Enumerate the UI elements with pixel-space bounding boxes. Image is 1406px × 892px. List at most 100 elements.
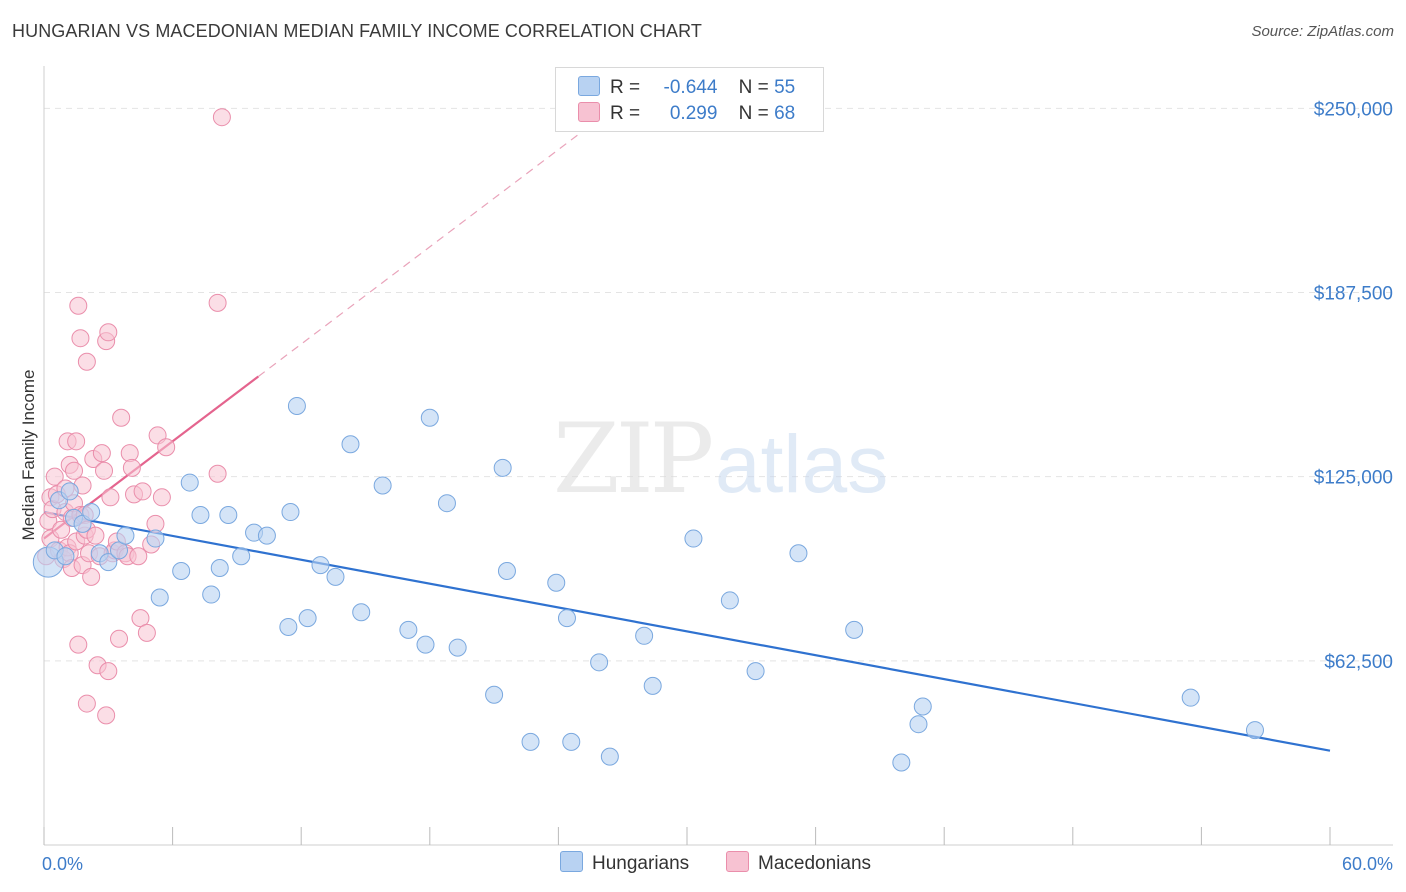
hungarian-point: [1245, 721, 1264, 740]
watermark-zip: ZIP: [553, 403, 712, 515]
chart-title: HUNGARIAN VS MACEDONIAN MEDIAN FAMILY IN…: [12, 21, 702, 41]
hungarian-point: [892, 753, 911, 772]
macedonian-point: [208, 464, 227, 483]
legend-r-label: R =: [610, 77, 641, 98]
hungarian-point: [485, 685, 504, 704]
hungarian-point: [257, 526, 276, 545]
hungarian-point: [521, 732, 540, 751]
macedonian-point: [65, 461, 84, 480]
hungarian-point: [210, 559, 229, 578]
watermark-atlas: atlas: [715, 419, 888, 510]
hungarian-point: [116, 526, 135, 545]
hungarian-point: [557, 609, 576, 628]
hungarian-point: [547, 573, 566, 592]
hungarian-point: [684, 529, 703, 548]
hungarian-point: [635, 626, 654, 645]
hungarian-point: [219, 505, 238, 524]
macedonian-point: [112, 408, 131, 427]
hungarian-swatch: [578, 76, 600, 96]
hungarian-point: [232, 547, 251, 566]
macedonian-point: [152, 488, 171, 507]
source-note: Source: ZipAtlas.com: [1251, 23, 1394, 40]
macedonian-points: [37, 108, 231, 725]
hungarian-legend-swatch: [560, 851, 583, 872]
macedonian-point: [77, 694, 96, 713]
macedonian-point: [67, 432, 86, 451]
macedonian-point: [212, 108, 231, 127]
macedonian-point: [86, 526, 105, 545]
hungarian-point: [287, 396, 306, 415]
macedonian-point: [52, 520, 71, 539]
y-tick-label: $125,000: [1314, 468, 1393, 489]
hungarian-point: [191, 505, 210, 524]
hungarian-point: [562, 732, 581, 751]
hungarian-point: [281, 503, 300, 522]
macedonian-point: [129, 547, 148, 566]
macedonian-point: [97, 706, 116, 725]
hungarian-point: [1181, 688, 1200, 707]
y-tick-label: $187,500: [1314, 284, 1393, 305]
hungarian-point: [913, 697, 932, 716]
legend-r-label: R =: [610, 103, 641, 124]
macedonian-point: [69, 296, 88, 315]
hungarian-point: [416, 635, 435, 654]
macedonian-point: [101, 488, 120, 507]
hungarian-point: [326, 567, 345, 586]
x-tick-label-end: 60.0%: [1342, 854, 1393, 874]
hungarian-point: [298, 609, 317, 628]
y-tick-labels: $62,500 $125,000 $187,500 $250,000: [1314, 99, 1393, 672]
hungarian-trend-line: [43, 510, 1331, 752]
hungarian-point: [341, 435, 360, 454]
watermark: ZIP atlas: [553, 403, 888, 515]
hungarian-point: [60, 482, 79, 501]
hungarian-point: [99, 553, 118, 572]
hungarian-point: [420, 408, 439, 427]
macedonian-point: [208, 293, 227, 312]
macedonian-point: [95, 461, 114, 480]
hungarian-point: [180, 473, 199, 492]
macedonian-point: [77, 352, 96, 371]
hungarian-point: [437, 494, 456, 513]
hungarian-point: [746, 662, 765, 681]
hungarian-point: [643, 676, 662, 695]
bottom-legend-hungarians: Hungarians: [560, 851, 689, 875]
macedonian-point: [120, 444, 139, 463]
hungarian-point: [909, 715, 928, 734]
macedonian-point: [157, 438, 176, 457]
x-tick-label-start: 0.0%: [42, 854, 83, 874]
hungarian-point: [493, 458, 512, 477]
y-tick-label: $62,500: [1324, 652, 1393, 673]
hungarian-points: [32, 396, 1264, 772]
hungarian-point: [373, 476, 392, 495]
hungarian-point: [845, 620, 864, 639]
macedonian-point: [137, 623, 156, 642]
hungarian-legend-label: Hungarians: [592, 853, 690, 874]
hungarian-point: [448, 638, 467, 657]
macedonian-point: [99, 662, 118, 681]
hungarian-point: [789, 544, 808, 563]
macedonian-point: [133, 482, 152, 501]
legend-n-label: N =: [738, 103, 769, 124]
y-axis-label: Median Family Income: [19, 369, 38, 540]
macedonian-point: [69, 635, 88, 654]
macedonian-r-value: 0.299: [669, 103, 718, 124]
macedonian-n-value: 68: [774, 103, 796, 124]
macedonian-point: [110, 629, 129, 648]
hungarian-point: [497, 561, 516, 580]
legend-row-hungarians: R = -0.644 N = 55: [578, 76, 795, 102]
macedonian-legend-swatch: [726, 851, 749, 872]
macedonian-point: [71, 329, 90, 348]
macedonian-legend-label: Macedonians: [758, 853, 872, 874]
macedonian-point: [45, 467, 64, 486]
hungarian-point: [279, 617, 298, 636]
macedonian-point: [92, 444, 111, 463]
legend-row-macedonians: R = 0.299 N = 68: [578, 102, 795, 128]
macedonian-swatch: [578, 102, 600, 122]
hungarian-point: [600, 747, 619, 766]
hungarian-point: [82, 503, 101, 522]
hungarian-point: [311, 556, 330, 575]
y-tick-label: $250,000: [1314, 99, 1393, 120]
hungarian-point: [590, 653, 609, 672]
hungarian-point: [720, 591, 739, 610]
